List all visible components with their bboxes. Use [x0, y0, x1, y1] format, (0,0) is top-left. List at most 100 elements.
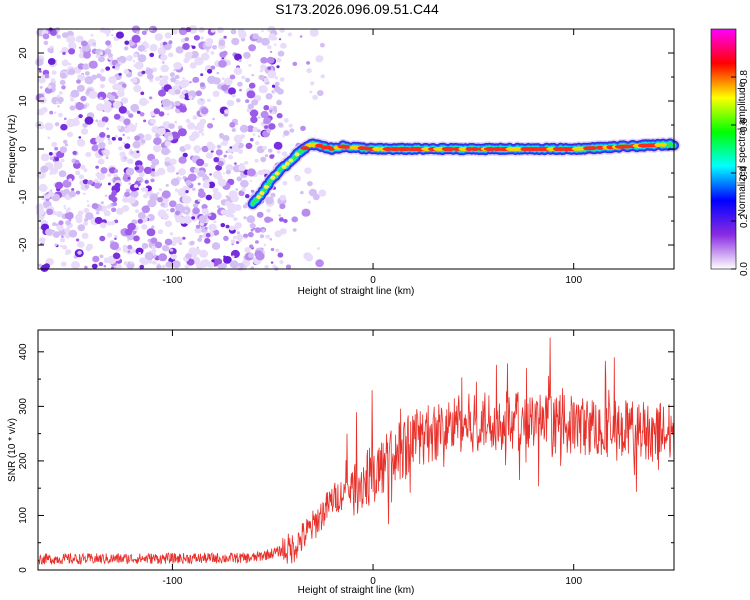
- noise-blob: [52, 231, 60, 238]
- noise-blob: [99, 96, 103, 100]
- snr-axes: -100 0 100 0 100 200 300 400: [18, 329, 675, 587]
- noise-blob: [279, 194, 287, 201]
- noise-blob: [268, 33, 277, 41]
- noise-blob: [65, 220, 71, 226]
- noise-blob: [226, 99, 235, 107]
- ridge-peak: [259, 191, 265, 196]
- noise-blob: [127, 196, 136, 204]
- noise-blob: [221, 77, 225, 80]
- noise-blob: [255, 141, 260, 146]
- spectrogram-y-tick-label: 20: [18, 47, 29, 59]
- noise-blob: [294, 175, 302, 182]
- noise-blob: [116, 264, 122, 270]
- noise-blob: [249, 179, 252, 182]
- noise-blob: [76, 84, 85, 92]
- noise-blob: [208, 223, 217, 232]
- noise-blob: [279, 203, 286, 210]
- noise-blob: [260, 64, 267, 70]
- spectrogram-y-label: Frequency (Hz): [7, 115, 18, 184]
- noise-blob: [118, 146, 123, 151]
- noise-blob: [47, 85, 52, 89]
- noise-blob: [260, 156, 267, 163]
- noise-blob: [166, 208, 169, 212]
- noise-blob: [95, 165, 99, 169]
- noise-blob: [192, 207, 200, 215]
- noise-blob: [106, 232, 113, 238]
- noise-blob: [207, 143, 216, 151]
- noise-blob: [216, 205, 221, 209]
- snr-y-tick-label: 100: [18, 507, 29, 524]
- noise-blob: [54, 122, 60, 127]
- noise-blob: [212, 191, 222, 200]
- noise-blob: [185, 180, 192, 186]
- colorbar-gradient: [711, 29, 736, 269]
- noise-blob: [94, 182, 101, 189]
- noise-blob: [49, 167, 59, 175]
- noise-blob: [169, 232, 174, 236]
- noise-blob: [132, 60, 136, 63]
- noise-blob: [173, 69, 176, 72]
- noise-blob: [124, 228, 133, 236]
- noise-blob: [315, 55, 324, 63]
- noise-blob: [105, 66, 111, 71]
- noise-blob: [210, 51, 215, 55]
- noise-blob: [116, 125, 122, 130]
- noise-blob: [164, 32, 172, 39]
- noise-blob: [212, 45, 217, 50]
- noise-blob: [269, 110, 273, 113]
- noise-blob: [90, 33, 94, 37]
- noise-blob: [319, 42, 325, 48]
- noise-blob: [188, 95, 193, 100]
- noise-blob: [254, 250, 263, 258]
- noise-blob: [249, 109, 259, 118]
- noise-blob: [212, 117, 215, 121]
- noise-blob: [229, 146, 233, 149]
- noise-blob: [229, 121, 236, 128]
- noise-blob: [187, 122, 196, 130]
- noise-blob: [131, 77, 138, 84]
- noise-blob: [245, 77, 251, 83]
- noise-blob: [268, 123, 276, 130]
- noise-blob: [273, 141, 283, 150]
- noise-blob: [157, 127, 166, 136]
- noise-blob: [57, 96, 64, 103]
- noise-blob: [71, 188, 75, 191]
- noise-blob: [60, 244, 64, 248]
- noise-blob: [265, 196, 274, 205]
- noise-blob: [243, 51, 251, 59]
- noise-blob: [257, 169, 264, 176]
- noise-blob: [143, 194, 148, 199]
- snr-y-tick-label: 0: [18, 567, 29, 573]
- noise-blob: [78, 136, 82, 139]
- noise-blob: [229, 74, 236, 80]
- noise-blob: [39, 237, 46, 244]
- noise-blob: [114, 234, 118, 239]
- noise-blob: [283, 118, 289, 123]
- noise-blob: [233, 217, 238, 222]
- noise-blob: [38, 263, 42, 268]
- noise-blob: [168, 52, 174, 58]
- noise-blob: [254, 227, 261, 233]
- noise-blob: [134, 135, 141, 141]
- noise-blob: [245, 194, 250, 199]
- noise-blob: [88, 60, 98, 69]
- noise-blob: [200, 98, 204, 102]
- noise-blob: [96, 103, 105, 112]
- noise-blob: [309, 90, 313, 94]
- noise-blob: [259, 69, 264, 73]
- noise-blob: [249, 244, 254, 249]
- noise-blob: [169, 248, 174, 252]
- noise-blob: [231, 128, 236, 132]
- snr-x-tick-label: -100: [162, 576, 182, 587]
- noise-blob: [69, 105, 76, 111]
- noise-blob: [211, 242, 221, 250]
- noise-blob: [123, 127, 131, 134]
- noise-blob: [123, 69, 130, 75]
- noise-blob: [118, 137, 123, 141]
- ridge-peak: [270, 175, 276, 180]
- noise-blob: [60, 123, 68, 131]
- noise-blob: [47, 47, 54, 53]
- noise-blob: [238, 190, 245, 197]
- noise-blob: [169, 158, 177, 165]
- noise-blob: [266, 208, 271, 213]
